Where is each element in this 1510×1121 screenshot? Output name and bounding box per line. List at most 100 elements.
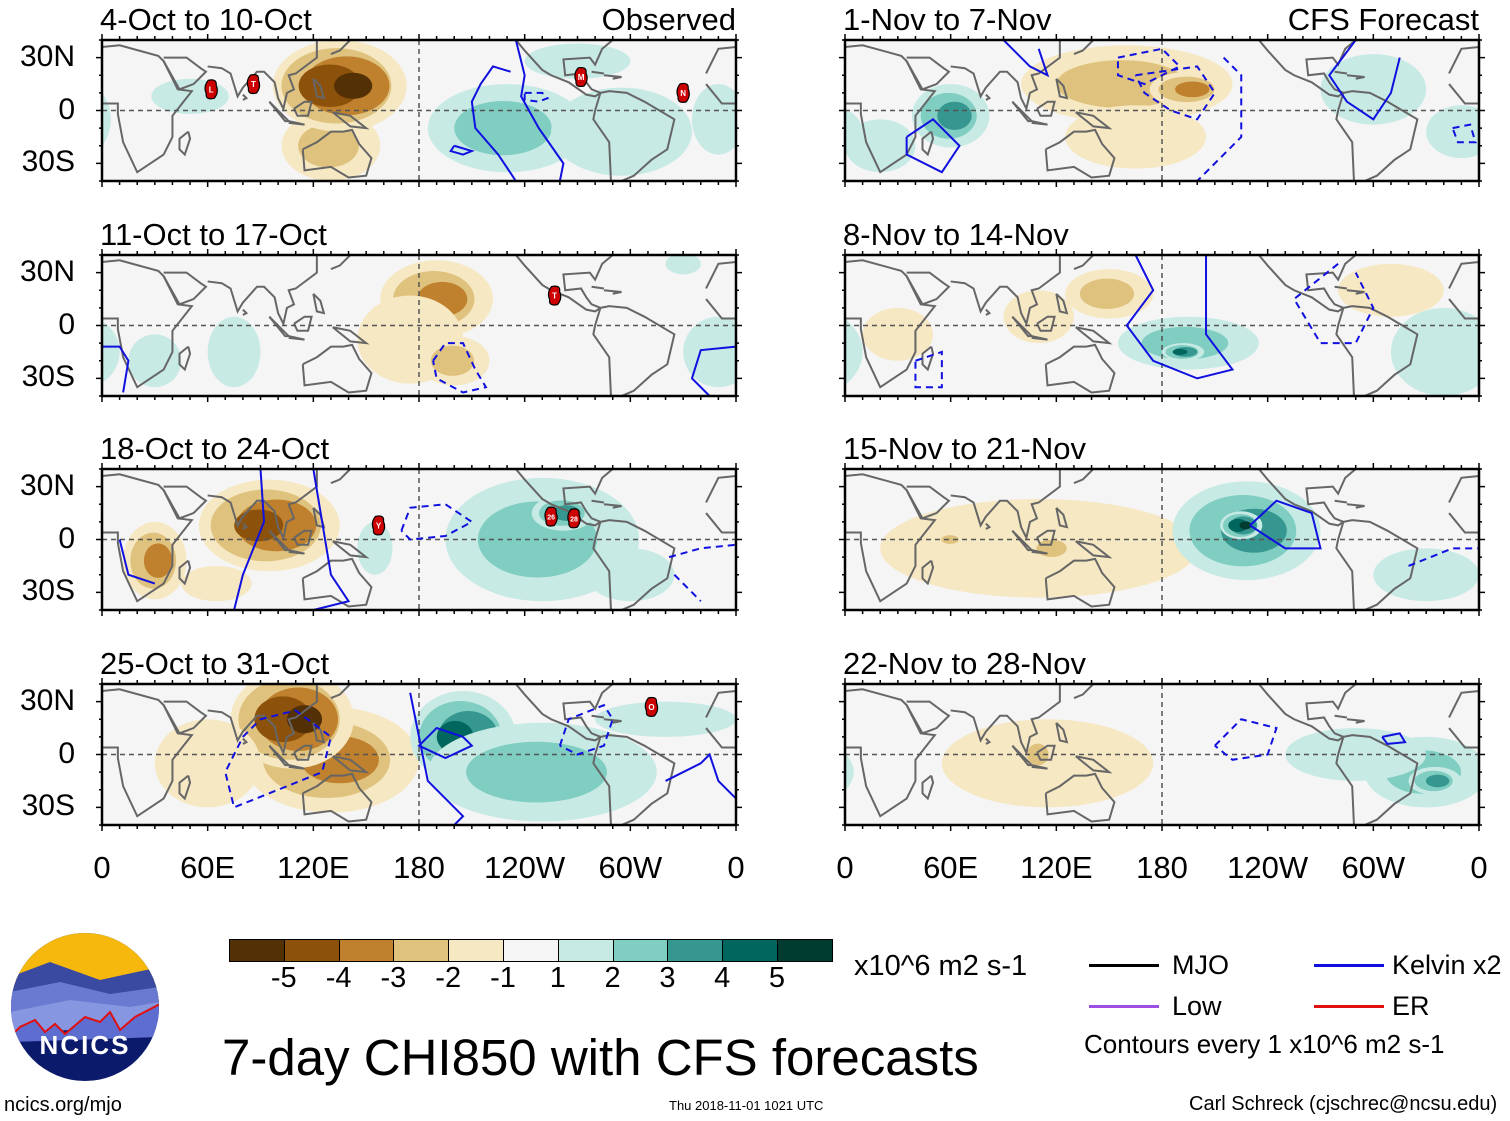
anomaly-shading — [102, 321, 120, 383]
lon-tick-label: 120W — [484, 850, 566, 885]
colorbar-swatch — [668, 940, 724, 961]
kelvin-contour — [514, 40, 565, 181]
kelvin-contour — [1328, 40, 1401, 121]
lon-tick-label: 60W — [1341, 850, 1406, 885]
coastline — [102, 688, 194, 818]
coastline — [1055, 722, 1069, 744]
coastline — [102, 259, 194, 389]
coastline — [845, 259, 937, 389]
coastline — [288, 335, 305, 341]
kelvin-contour — [905, 118, 961, 174]
colorbar-swatch — [613, 940, 669, 961]
anomaly-shading — [937, 101, 972, 130]
lon-tick-label: 60E — [923, 850, 979, 885]
map-panel: O — [96, 678, 742, 831]
kelvin-contour — [449, 144, 475, 156]
colorbar-swatch — [503, 940, 559, 961]
coastline — [1335, 519, 1419, 610]
anomaly-shading — [1425, 774, 1450, 788]
storm-name: N — [680, 89, 686, 98]
main-title: 7-day CHI850 with CFS forecasts — [222, 1029, 979, 1086]
storm-marker: 26 — [544, 506, 558, 527]
kelvin-contour — [432, 342, 488, 394]
coastline — [1075, 111, 1113, 130]
coastline — [301, 343, 373, 394]
coastline — [1055, 78, 1069, 100]
coastline — [330, 255, 352, 271]
legend-mjo-line — [1089, 964, 1159, 967]
coastline — [1258, 255, 1357, 313]
lon-tick-label: 180 — [1136, 850, 1188, 885]
coastline — [603, 74, 622, 80]
coastline — [332, 111, 370, 130]
colorbar-swatch — [777, 940, 832, 961]
anomaly-shading — [691, 84, 736, 155]
legend-mjo: MJO — [1172, 950, 1229, 980]
anomaly-shading — [1390, 307, 1479, 396]
kelvin-contour — [409, 692, 465, 825]
coastline — [592, 519, 676, 610]
panel-title: 8-Nov to 14-Nov — [843, 217, 1069, 252]
coastline — [312, 78, 326, 100]
coastline — [330, 40, 352, 56]
contour-note: Contours every 1 x10^6 m2 s-1 — [1084, 1029, 1445, 1059]
coastline — [162, 485, 208, 520]
anomaly-shading — [430, 345, 475, 376]
anomaly-shading — [781, 771, 819, 791]
coastline — [312, 293, 326, 315]
anomaly-shading — [1079, 278, 1135, 309]
coastline — [591, 70, 605, 75]
anomaly-shading — [757, 522, 820, 600]
legend-er-line — [1314, 1005, 1384, 1008]
colorbar-label: -3 — [380, 962, 407, 994]
kelvin-contour — [558, 703, 614, 756]
storm-name: 28 — [570, 516, 578, 523]
anomaly-shading — [845, 319, 863, 385]
anomaly-shading — [207, 316, 261, 388]
coastline — [1036, 100, 1056, 117]
coastline — [1073, 40, 1095, 56]
coastline — [178, 345, 192, 372]
coastline — [515, 255, 614, 313]
coastline — [921, 774, 935, 801]
coastline — [207, 40, 318, 112]
colorbar-label: 2 — [604, 962, 621, 994]
coastline — [813, 347, 824, 370]
anomaly-shading — [941, 535, 959, 544]
coastline — [242, 522, 249, 530]
map-panel — [839, 463, 1485, 616]
coastline — [921, 130, 935, 157]
coastline — [921, 345, 935, 372]
coastline — [845, 473, 937, 603]
kelvin-contour — [400, 503, 474, 541]
coastline — [1044, 557, 1116, 608]
coastline — [1011, 529, 1035, 552]
coastline — [1031, 120, 1048, 126]
storm-marker: O — [644, 696, 659, 717]
coastline — [813, 132, 824, 155]
lon-tick-label: 120E — [277, 850, 350, 885]
coastline — [813, 776, 824, 799]
coastline — [242, 308, 249, 316]
kelvin-contour — [1214, 718, 1278, 761]
lon-tick-label: 120W — [1227, 850, 1309, 885]
coastline — [950, 40, 1061, 112]
anomaly-shading — [1373, 548, 1479, 602]
coastline — [293, 744, 313, 761]
lon-tick-label: 120E — [1020, 850, 1093, 885]
colorbar-swatch — [339, 940, 395, 961]
storm-marker: T — [547, 285, 562, 306]
coastline — [1073, 684, 1095, 700]
coastline — [1075, 755, 1113, 774]
coastline — [905, 485, 951, 520]
anomaly-shading — [762, 334, 815, 387]
panel-title: 18-Oct to 24-Oct — [100, 431, 330, 466]
kelvin-contour — [1292, 263, 1375, 345]
coastline — [288, 764, 305, 770]
coastline — [515, 469, 614, 527]
ncics-url[interactable]: ncics.org/mjo — [4, 1094, 122, 1116]
coastline — [603, 503, 622, 509]
anomaly-shading — [1497, 308, 1510, 361]
anomaly-shading — [128, 334, 182, 388]
storm-marker: T — [246, 74, 261, 95]
